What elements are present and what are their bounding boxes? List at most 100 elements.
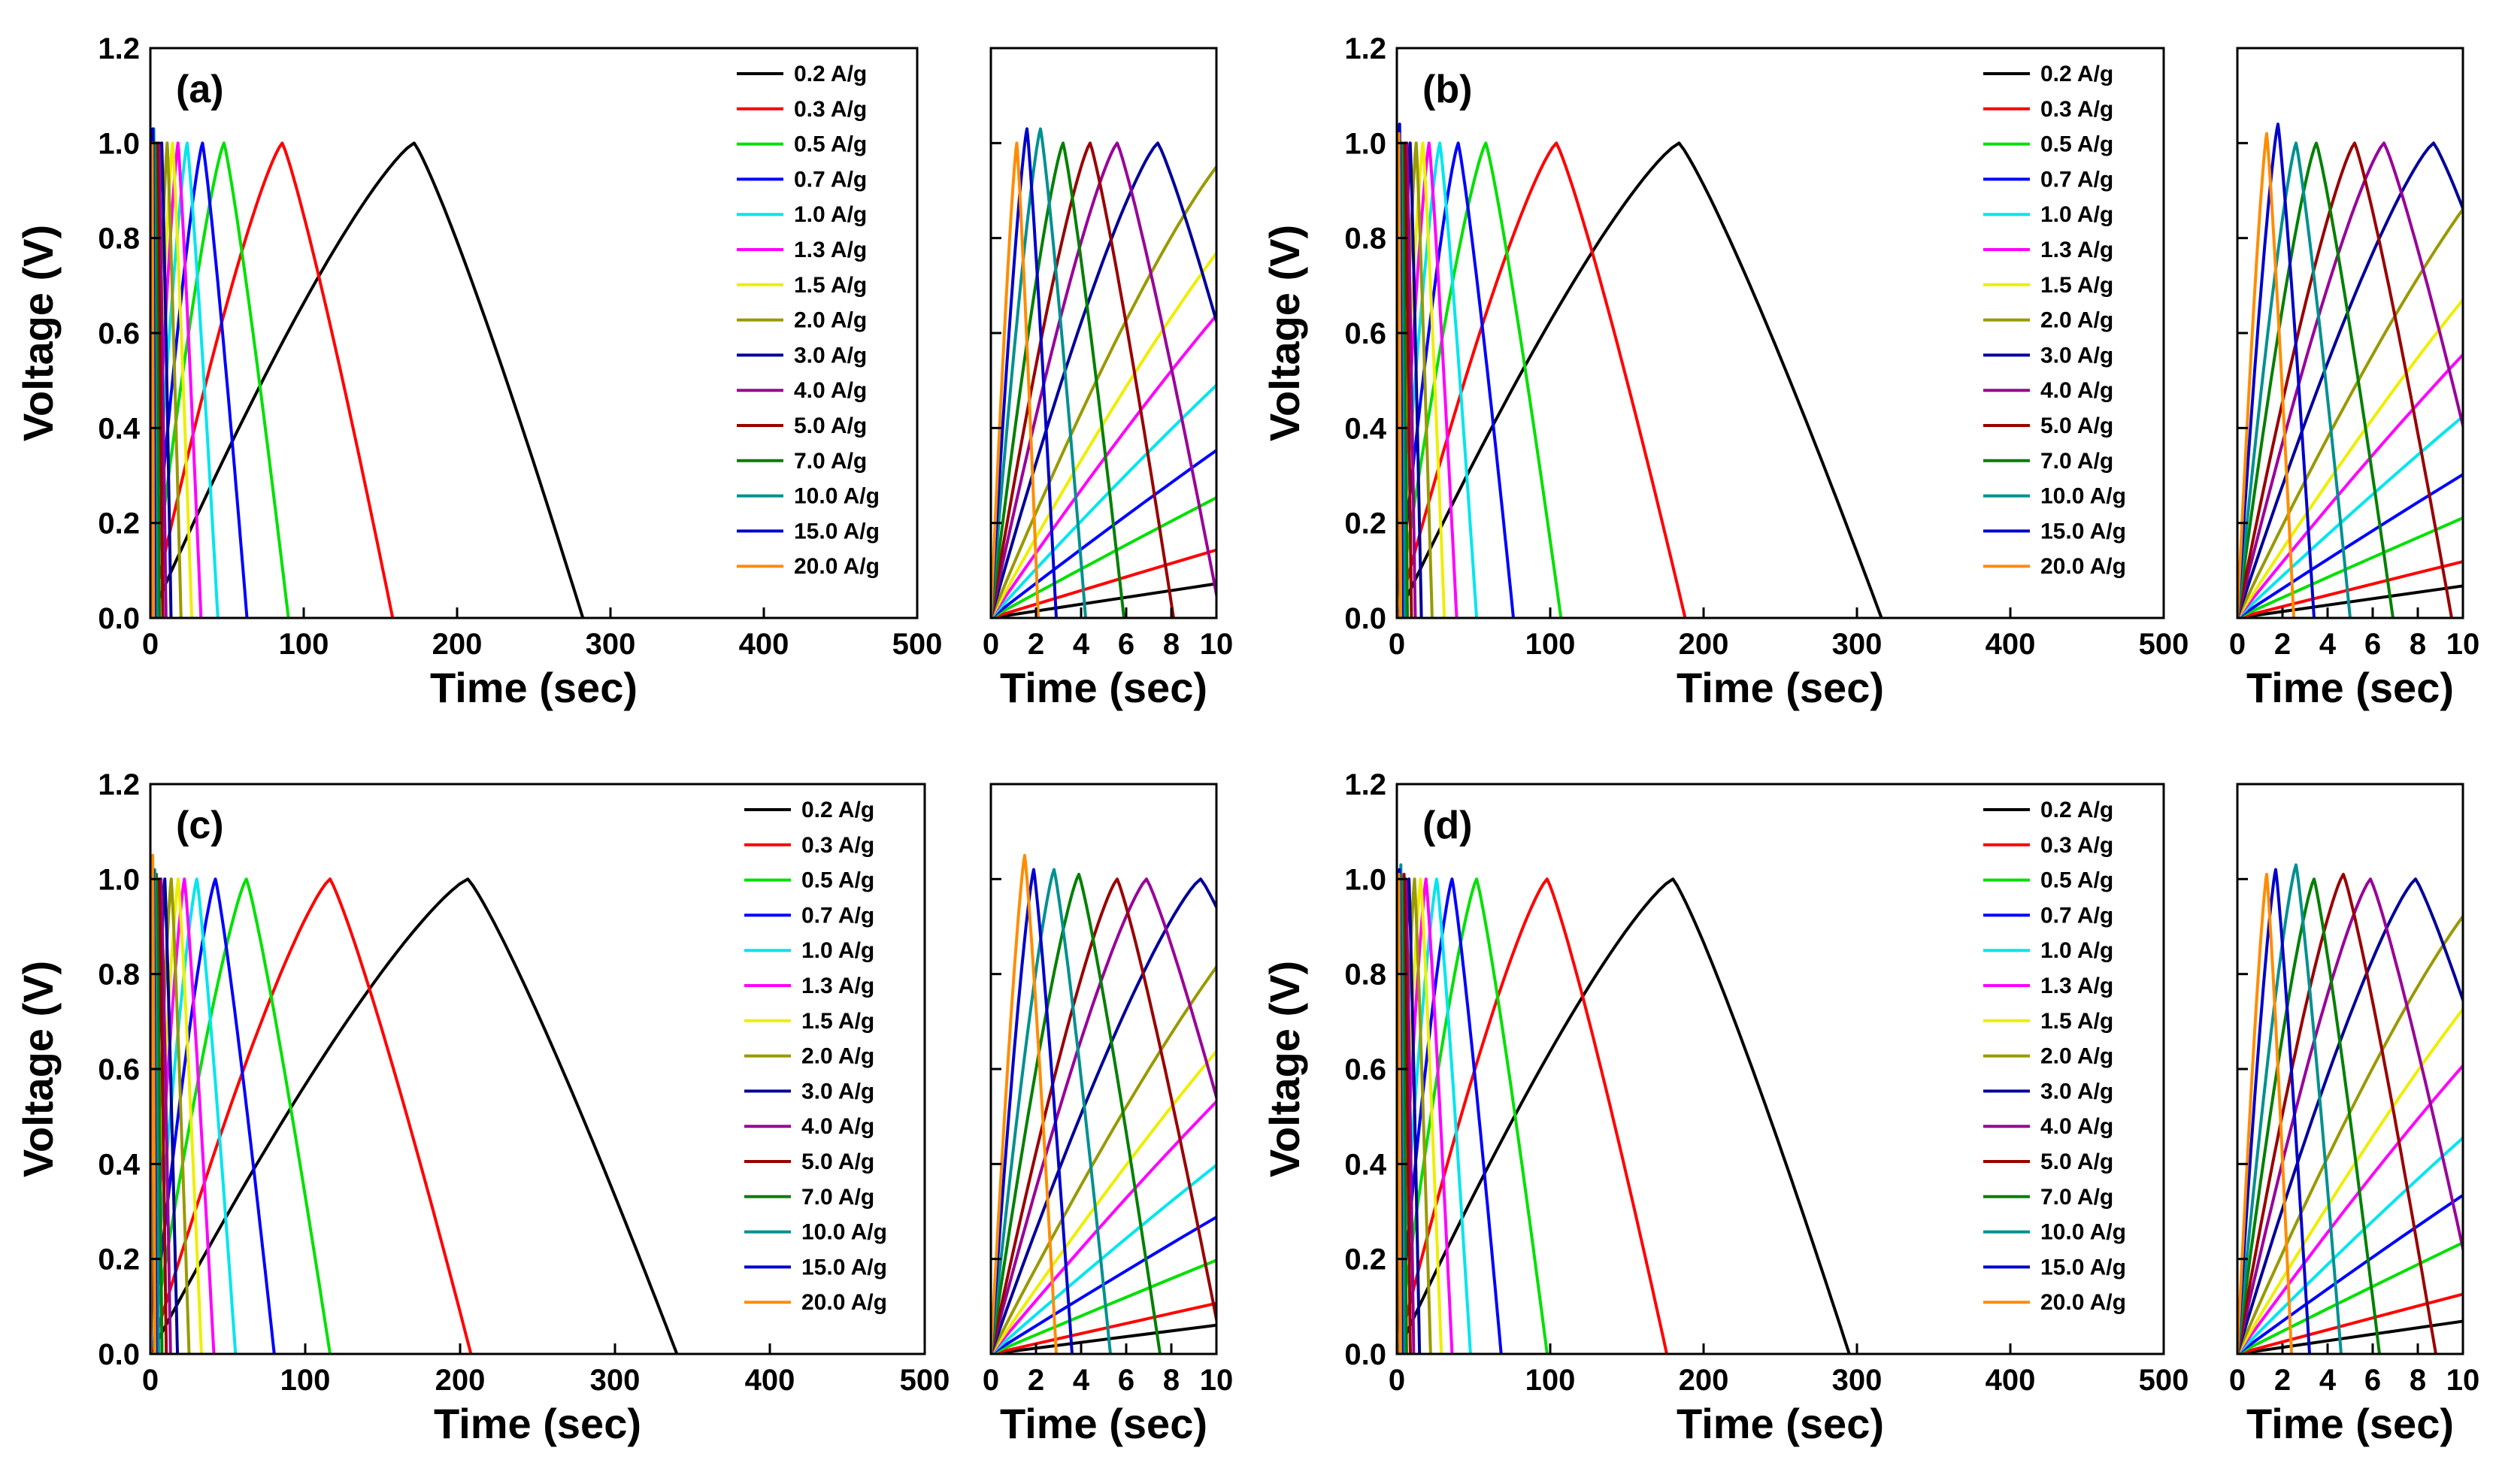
x-tick-label: 4 [1073,1364,1090,1397]
legend-entry: 0.5 A/g [794,132,867,157]
x-tick-label: 10 [1200,1364,1234,1397]
series-line-2-0-a-g [991,964,1216,1354]
series-line-0-2-a-g [150,877,679,1354]
x-tick-label: 8 [1163,628,1180,661]
series-line-10-0-a-g [991,868,1112,1354]
x-tick-label: 6 [1118,628,1134,661]
x-tick-label: 4 [1073,628,1090,661]
axes-frame [2236,783,2464,1355]
x-tick-label: 2 [1028,1364,1044,1397]
series-line-1-3-a-g [991,1099,1216,1354]
panel-label: (a) [176,68,224,111]
legend-entry: 20.0 A/g [2040,1290,2126,1315]
x-tick-label: 500 [900,1364,950,1397]
x-tick-label: 0 [983,628,999,661]
y-tick-label: 0.4 [1344,1148,1386,1181]
series-line-15-0-a-g [991,868,1074,1354]
series-line-1-0-a-g [2237,414,2463,618]
panel-label: (c) [176,804,224,847]
legend-entry: 1.0 A/g [801,938,874,963]
legend-entry: 2.0 A/g [2040,308,2113,333]
series-line-10-0-a-g [2237,863,2343,1354]
legend-entry: 15.0 A/g [794,519,880,544]
series-line-3-0-a-g [991,877,1216,1354]
series-line-0-2-a-g [2237,1319,2463,1354]
legend-entry: 10.0 A/g [794,484,880,509]
series-line-0-3-a-g [1397,141,1687,618]
series-line-15-0-a-g [2237,123,2316,618]
series-line-1-3-a-g [150,877,216,1354]
series-line-5-0-a-g [2237,141,2453,618]
y-tick-label: 0.0 [98,602,140,635]
legend-entry: 5.0 A/g [2040,1149,2113,1174]
y-tick-label: 0.0 [98,1338,140,1371]
y-tick-label: 0.2 [98,507,140,541]
series-line-15-0-a-g [991,127,1058,618]
series-line-1-5-a-g [991,1049,1216,1354]
legend: 0.2 A/g 0.3 A/g 0.5 A/g 0.7 A/g 1.0 A/g 1.3 A… [737,62,880,579]
panel-label: (b) [1422,68,1472,111]
x-tick-label: 10 [1200,628,1234,661]
legend-entry: 1.5 A/g [794,273,867,298]
x-tick-label: 2 [1028,628,1044,661]
series-line-4-0-a-g [991,141,1216,618]
y-tick-label: 1.2 [1344,768,1386,801]
x-tick-label: 4 [2319,1364,2337,1397]
legend-entry: 7.0 A/g [794,449,867,474]
x-tick-label: 0 [142,628,159,661]
legend-entry: 1.5 A/g [801,1009,874,1034]
x-tick-label: 400 [1986,1364,2036,1397]
x-tick-label: 4 [2319,628,2337,661]
y-tick-label: 0.2 [1344,507,1386,541]
legend-entry: 0.7 A/g [2040,167,2113,192]
series-group [150,127,585,618]
y-tick-label: 0.6 [98,317,140,350]
series-line-0-3-a-g [150,877,473,1354]
x-tick-label: 8 [2410,628,2426,661]
series-line-0-2-a-g [150,141,585,618]
series-line-1-3-a-g [2237,1063,2463,1354]
x-axis-label: Time (sec) [1677,664,1884,711]
legend-entry: 7.0 A/g [2040,1185,2113,1210]
legend-entry: 10.0 A/g [2040,1220,2126,1245]
series-line-7-0-a-g [2237,141,2394,618]
x-tick-label: 6 [1118,1364,1134,1397]
y-tick-label: 1.2 [1344,32,1386,65]
legend-entry: 5.0 A/g [801,1149,874,1174]
series-line-20-0-a-g [2237,132,2295,618]
series-line-2-0-a-g [991,164,1216,618]
x-tick-label: 10 [2446,628,2480,661]
x-tick-label: 0 [1389,628,1405,661]
main-axes-4: 0 100 200 300 400 500 Time (sec) 0.0 0.2 0.4 0.6 0.… [1261,768,2189,1447]
x-tick-label: 100 [279,628,329,661]
legend-entry: 15.0 A/g [2040,1255,2126,1280]
x-tick-label: 300 [1832,1364,1883,1397]
legend-entry: 20.0 A/g [2040,554,2126,579]
series-line-20-0-a-g [991,853,1058,1354]
series-line-0-5-a-g [2237,1240,2463,1354]
legend-entry: 4.0 A/g [794,378,867,403]
series-line-0-3-a-g [2237,1292,2463,1354]
x-tick-label: 200 [1679,1364,1729,1397]
y-axis-label: Voltage (V) [1261,225,1308,441]
legend-entry: 0.5 A/g [801,868,874,893]
main-axes-3: 0 100 200 300 400 500 Time (sec) 0.0 0.2 0.4 0.6 0.… [14,768,950,1447]
x-axis-label: Time (sec) [434,1400,641,1447]
series-line-2-0-a-g [2237,206,2463,618]
legend-entry: 10.0 A/g [2040,484,2126,509]
legend-entry: 5.0 A/g [794,413,867,438]
series-line-10-0-a-g [991,127,1087,618]
x-tick-label: 6 [2364,1364,2381,1397]
legend-entry: 3.0 A/g [2040,1079,2113,1104]
series-line-3-0-a-g [2237,877,2463,1354]
series-line-10-0-a-g [2237,141,2352,618]
series-group [1397,863,1851,1354]
legend-entry: 1.3 A/g [2040,238,2113,262]
x-tick-label: 100 [280,1364,331,1397]
x-tick-label: 0 [2229,1364,2246,1397]
x-tick-label: 300 [1832,628,1883,661]
legend-entry: 7.0 A/g [801,1185,874,1210]
legend: 0.2 A/g 0.3 A/g 0.5 A/g 0.7 A/g 1.0 A/g 1.3 A… [1983,62,2126,579]
